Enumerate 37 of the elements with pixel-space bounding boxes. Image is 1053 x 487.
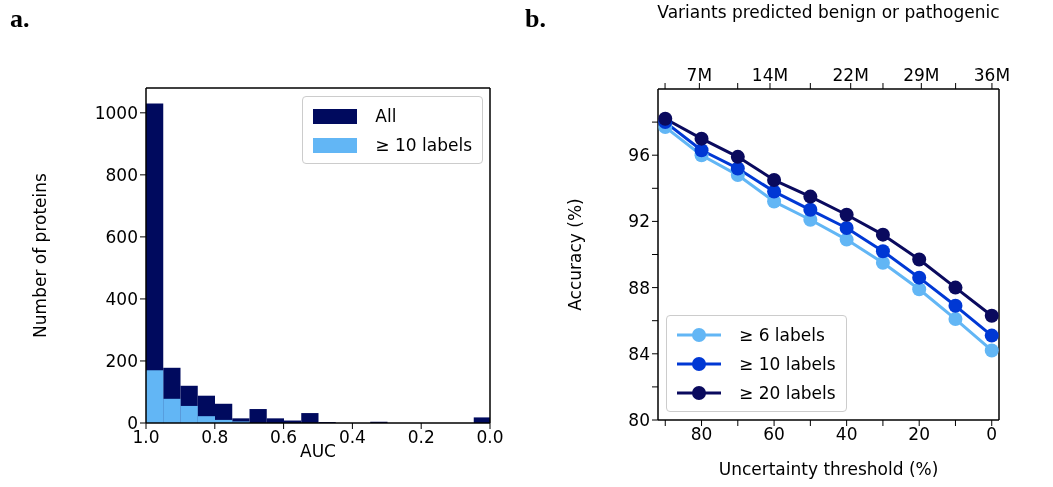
chart-title: a. — [10, 4, 30, 34]
y-tick-label: 88 — [628, 277, 650, 298]
x2-tick-label: 29M — [903, 65, 940, 85]
legend-label: ≥ 20 labels — [739, 382, 836, 403]
legend-label: ≥ 6 labels — [739, 324, 825, 345]
x-axis-title: Uncertainty threshold (%) — [718, 459, 939, 479]
y-axis-title: Accuracy (%) — [565, 198, 586, 311]
y-axis-title: Number of proteins — [30, 172, 51, 338]
y-tick-label: 80 — [628, 410, 650, 431]
legend-label: ≥ 10 labels — [375, 134, 472, 155]
y-tick-label: 92 — [628, 211, 650, 232]
x2-tick-label: 22M — [832, 65, 869, 85]
chart-title: b. — [525, 4, 546, 34]
x2-tick-label: 36M — [973, 65, 1011, 85]
x2-axis-title: Variants predicted benign or pathogenic — [657, 2, 1000, 23]
x-tick-label: 20 — [908, 424, 931, 445]
x-tick-label: 0.4 — [338, 427, 366, 448]
x-tick-label: 40 — [835, 424, 858, 445]
y-tick-label: 200 — [105, 351, 138, 371]
x2-tick-label: 14M — [751, 65, 789, 85]
x-axis-title: AUC — [300, 441, 336, 461]
x-tick-label: 0.2 — [407, 427, 435, 448]
x-tick-label: 0.0 — [476, 427, 504, 448]
legend-label: All — [375, 105, 397, 126]
x-tick-label: 80 — [690, 424, 713, 445]
y-tick-label: 600 — [105, 226, 138, 247]
x-tick-label: 0 — [986, 424, 998, 445]
y-tick-label: 800 — [105, 164, 138, 185]
y-tick-label: 96 — [628, 145, 650, 166]
y-tick-label: 1000 — [94, 102, 138, 123]
x2-tick-label: 7M — [686, 65, 713, 85]
x-tick-label: 0.6 — [270, 427, 298, 448]
legend-label: ≥ 10 labels — [739, 353, 836, 374]
y-tick-label: 400 — [105, 288, 138, 309]
x-tick-label: 0.8 — [201, 427, 229, 448]
x-tick-label: 60 — [763, 424, 785, 445]
y-tick-label: 84 — [628, 343, 650, 364]
